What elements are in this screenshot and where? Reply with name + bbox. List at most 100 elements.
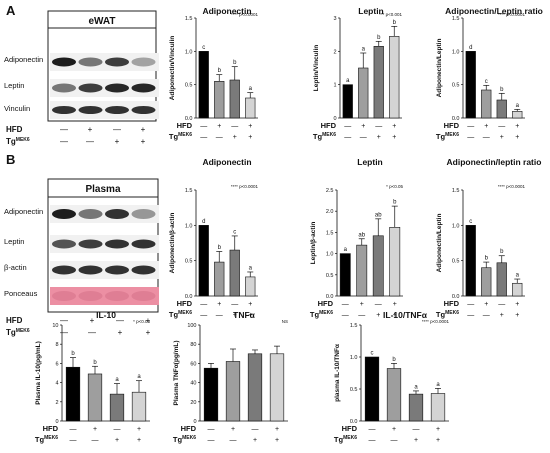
significance-letter: b: [93, 360, 97, 366]
hfd-label: HFD: [181, 424, 197, 433]
bar: [408, 393, 424, 422]
tg-sign: +: [248, 312, 252, 319]
hfd-sign: —: [70, 426, 77, 433]
tg-sign: +: [137, 437, 141, 444]
tg-sign: —: [88, 328, 96, 337]
hfd-sign: +: [146, 316, 151, 325]
y-tick-label: 1: [333, 83, 336, 89]
blot-band: [105, 209, 129, 219]
y-tick-label: 0.0: [452, 294, 460, 300]
y-tick-label: 0.0: [452, 116, 460, 122]
significance-letter: a: [344, 247, 348, 253]
significance-letter: b: [377, 35, 381, 41]
blot-band: [52, 291, 76, 301]
hfd-label: HFD: [444, 121, 460, 130]
tg-sign: —: [200, 134, 207, 141]
hfd-sign: —: [375, 301, 382, 308]
bar: [229, 249, 240, 297]
blot-a: eWAT Adiponectin Leptin Vinculin: [4, 10, 159, 122]
bar: [465, 225, 476, 297]
hfd-sign: —: [116, 316, 124, 325]
y-tick-label: 1.0: [185, 223, 193, 229]
y-tick-label: 0: [193, 419, 196, 425]
tg-sign: —: [216, 312, 223, 319]
y-tick-label: 2.5: [326, 188, 334, 194]
hfd-sign: —: [60, 316, 68, 325]
chart-title: Adiponectin: [202, 6, 251, 16]
blot-row-bg: [50, 53, 159, 71]
blot-band: [52, 57, 76, 67]
tg-sign: +: [233, 312, 237, 319]
blot-band: [105, 265, 129, 275]
hfd-sign: +: [360, 301, 364, 308]
hfd-sign: +: [515, 123, 519, 130]
significance-letter: ab: [358, 232, 365, 238]
blot-b: Plasma Adiponectin Leptin β-actin Poncea…: [4, 178, 159, 313]
tg-sign: +: [436, 437, 440, 444]
blot-row-bg: [50, 261, 159, 279]
bar: [245, 276, 256, 297]
y-axis-label: Adiponectin/Vinculin: [169, 36, 176, 101]
y-tick-label: 10: [52, 323, 58, 329]
blot-a-label-adiponectin: Adiponectin: [4, 55, 43, 64]
y-tick-label: 80: [190, 342, 196, 348]
blot-b-label-ponceaus: Ponceaus: [4, 289, 38, 298]
p-value: * p<0.05: [386, 184, 403, 189]
hfd-label: HFD: [177, 299, 193, 308]
significance-letter: a: [115, 377, 119, 383]
hfd-sign: —: [60, 125, 68, 134]
chart-title: Leptin: [358, 6, 384, 16]
significance-letter: b: [71, 351, 75, 357]
bar: [109, 393, 125, 422]
y-tick-label: 1.5: [452, 188, 460, 194]
bar: [65, 366, 81, 422]
tg-sign: +: [500, 134, 504, 141]
hfd-sign: —: [344, 123, 351, 130]
tg-sign: —: [467, 134, 474, 141]
blot-band: [78, 57, 103, 67]
bar: [356, 244, 368, 297]
blot-a-treatments: HFD TgMEK6 — — + — — + + +: [6, 125, 146, 146]
tg-sign: +: [515, 134, 519, 141]
bar: [342, 84, 353, 119]
blot-row-bg: [50, 287, 159, 305]
tg-sign: —: [86, 137, 94, 146]
y-tick-label: 0.5: [350, 387, 358, 393]
significance-letter: b: [393, 20, 397, 26]
significance-letter: c: [485, 79, 488, 85]
chart-title: Adiponectin/leptin ratio: [447, 157, 542, 167]
hfd-sign: +: [275, 426, 279, 433]
blot-band: [131, 291, 156, 301]
blot-band: [131, 265, 156, 275]
hfd-label: HFD: [43, 424, 59, 433]
chart-8: TNFα NS 0 20 40 60 80 100 Plasma TNFα(pg/mL) — — + —…: [173, 310, 288, 444]
chart-title: IL-10/TNFα: [383, 310, 428, 320]
y-tick-label: 8: [55, 342, 58, 348]
y-tick-label: 1.5: [350, 323, 358, 329]
bar: [386, 368, 402, 422]
tg-sign: —: [342, 312, 349, 319]
bar: [358, 67, 369, 119]
blot-band: [105, 57, 129, 67]
chart-title: Adiponectin/Leptin ratio: [445, 6, 543, 16]
hfd-sign: +: [361, 123, 365, 130]
y-tick-label: 1.0: [326, 252, 334, 258]
p-value: **** p<0.0001: [498, 184, 526, 189]
tg-label: TgMEK6: [436, 310, 459, 319]
blot-row-bg: [50, 79, 159, 97]
hfd-label: HFD: [318, 299, 334, 308]
blot-band: [52, 265, 76, 275]
bar: [214, 261, 225, 297]
blot-a-tg-label: TgMEK6: [6, 137, 30, 146]
y-tick-label: 6: [55, 361, 58, 367]
hfd-label: HFD: [177, 121, 193, 130]
tg-sign: +: [118, 328, 123, 337]
y-tick-label: 60: [190, 361, 196, 367]
blot-band: [131, 209, 156, 219]
significance-letter: b: [485, 256, 489, 262]
significance-letter: a: [137, 374, 141, 380]
significance-letter: b: [218, 68, 222, 74]
y-tick-label: 0.0: [350, 419, 358, 425]
hfd-sign: +: [231, 426, 235, 433]
hfd-label: HFD: [444, 299, 460, 308]
